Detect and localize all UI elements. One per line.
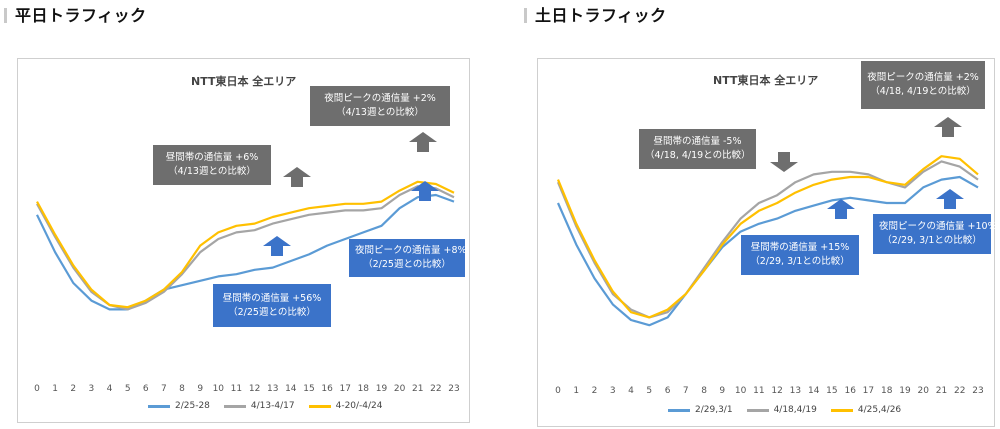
x-tick-label: 21 xyxy=(936,386,947,396)
x-tick-label: 13 xyxy=(790,386,801,396)
x-tick-label: 14 xyxy=(808,386,820,396)
x-tick-label: 8 xyxy=(701,386,707,396)
legend-swatch xyxy=(223,404,246,408)
chart-title: NTT東日本 全エリア xyxy=(713,74,819,87)
arrow-up-icon xyxy=(827,199,855,219)
x-tick-label: 5 xyxy=(125,384,131,394)
callout-daytime-gray: 昼間帯の通信量 -5% （4/18, 4/19との比較） xyxy=(639,129,756,169)
callout-night-peak-gray: 夜間ピークの通信量 +2% （4/18, 4/19との比較） xyxy=(861,61,985,109)
x-tick-label: 8 xyxy=(179,384,185,394)
x-tick-label: 20 xyxy=(394,384,406,394)
legend-item: 4-20/-4/24 xyxy=(308,401,383,411)
x-tick-label: 0 xyxy=(555,386,561,396)
x-tick-label: 23 xyxy=(448,384,459,394)
x-tick-label: 11 xyxy=(753,386,764,396)
arrow-up-icon xyxy=(934,117,962,137)
legend-item: 2/25-28 xyxy=(148,401,210,411)
x-tick-label: 19 xyxy=(899,386,911,396)
legend-item: 4/13-4/17 xyxy=(223,401,295,411)
x-tick-label: 15 xyxy=(826,386,837,396)
weekday-line-chart: 0 1 2 3 4 5 6 7 8 9 10 11 12 13 14 15 16 17 18 19 20 21 22 23 xyxy=(34,180,460,394)
x-tick-label: 4 xyxy=(628,386,634,396)
legend-item: 2/29,3/1 xyxy=(668,405,733,415)
callout-night-peak-blue: 夜間ピークの通信量 +8% （2/25週との比較） xyxy=(349,239,467,277)
x-tick-label: 1 xyxy=(52,384,58,394)
series-line-0 xyxy=(556,175,979,327)
x-tick-label: 0 xyxy=(34,384,40,394)
arrow-up-icon xyxy=(283,167,311,187)
x-tick-label: 19 xyxy=(376,384,388,394)
series-line-1 xyxy=(556,160,979,319)
x-tick-label: 22 xyxy=(430,384,441,394)
x-tick-label: 17 xyxy=(863,386,874,396)
legend-swatch xyxy=(668,408,690,412)
x-tick-label: 6 xyxy=(143,384,149,394)
legend-swatch xyxy=(308,404,331,408)
x-tick-label: 20 xyxy=(917,386,929,396)
x-tick-label: 10 xyxy=(213,384,225,394)
arrow-up-icon xyxy=(411,181,439,201)
weekend-heading: 土日トラフィック xyxy=(524,2,667,26)
x-tick-label: 21 xyxy=(412,384,423,394)
legend-swatch xyxy=(830,408,853,412)
legend: 2/29,3/1 4/18,4/19 4/25,4/26 xyxy=(668,405,901,415)
x-tick-label: 2 xyxy=(592,386,598,396)
x-tick-label: 18 xyxy=(881,386,893,396)
callout-daytime-blue: 昼間帯の通信量 +15% （2/29, 3/1との比較） xyxy=(741,235,859,275)
weekend-line-chart: 0 1 2 3 4 5 6 7 8 9 10 11 12 13 14 15 16 17 18 19 20 21 22 23 xyxy=(555,155,984,396)
weekday-heading: 平日トラフィック xyxy=(4,2,147,26)
x-tick-label: 22 xyxy=(954,386,965,396)
x-tick-label: 7 xyxy=(683,386,689,396)
legend-swatch xyxy=(148,404,170,408)
series-line-2 xyxy=(556,155,979,319)
x-tick-label: 18 xyxy=(358,384,370,394)
x-tick-label: 9 xyxy=(719,386,725,396)
arrow-up-icon xyxy=(263,236,291,256)
x-tick-label: 23 xyxy=(972,386,983,396)
weekday-chart-panel: 0 1 2 3 4 5 6 7 8 9 10 11 12 13 14 15 16 17 18 19 20 21 22 23 N… xyxy=(17,58,470,423)
series-line-0 xyxy=(36,193,455,311)
x-tick-label: 7 xyxy=(161,384,167,394)
legend-swatch xyxy=(746,408,769,412)
x-tick-label: 12 xyxy=(771,386,782,396)
callout-daytime-blue: 昼間帯の通信量 +56% （2/25週との比較） xyxy=(213,284,331,327)
x-tick-label: 11 xyxy=(231,384,242,394)
x-tick-label: 9 xyxy=(197,384,203,394)
x-tick-label: 2 xyxy=(70,384,76,394)
callout-daytime-gray: 昼間帯の通信量 +6% （4/13週との比較） xyxy=(153,145,271,185)
x-tick-label: 14 xyxy=(285,384,297,394)
x-tick-label: 16 xyxy=(321,384,333,394)
x-tick-label: 10 xyxy=(735,386,747,396)
series-line-2 xyxy=(36,180,455,309)
x-tick-label: 12 xyxy=(249,384,260,394)
legend-item: 4/25,4/26 xyxy=(830,405,901,415)
x-tick-label: 17 xyxy=(339,384,350,394)
callout-night-peak-blue: 夜間ピークの通信量 +10% （2/29, 3/1との比較） xyxy=(873,214,997,254)
x-tick-label: 5 xyxy=(646,386,652,396)
x-tick-label: 15 xyxy=(303,384,314,394)
arrow-up-icon xyxy=(936,189,964,209)
x-tick-label: 4 xyxy=(107,384,113,394)
x-tick-label: 3 xyxy=(610,386,616,396)
legend-item: 4/18,4/19 xyxy=(746,405,817,415)
x-tick-label: 3 xyxy=(89,384,95,394)
arrow-up-icon xyxy=(409,132,437,152)
chart-title: NTT東日本 全エリア xyxy=(191,75,297,88)
x-tick-label: 1 xyxy=(573,386,579,396)
arrow-down-icon xyxy=(770,152,798,172)
legend: 2/25-28 4/13-4/17 4-20/-4/24 xyxy=(148,401,383,411)
x-tick-label: 6 xyxy=(665,386,671,396)
x-tick-label: 16 xyxy=(844,386,856,396)
callout-night-peak-gray: 夜間ピークの通信量 +2% （4/13週との比較） xyxy=(310,86,450,126)
weekend-chart-panel: 0 1 2 3 4 5 6 7 8 9 10 11 12 13 14 15 16 17 18 19 20 21 22 23 N… xyxy=(537,58,997,427)
x-tick-label: 13 xyxy=(267,384,278,394)
